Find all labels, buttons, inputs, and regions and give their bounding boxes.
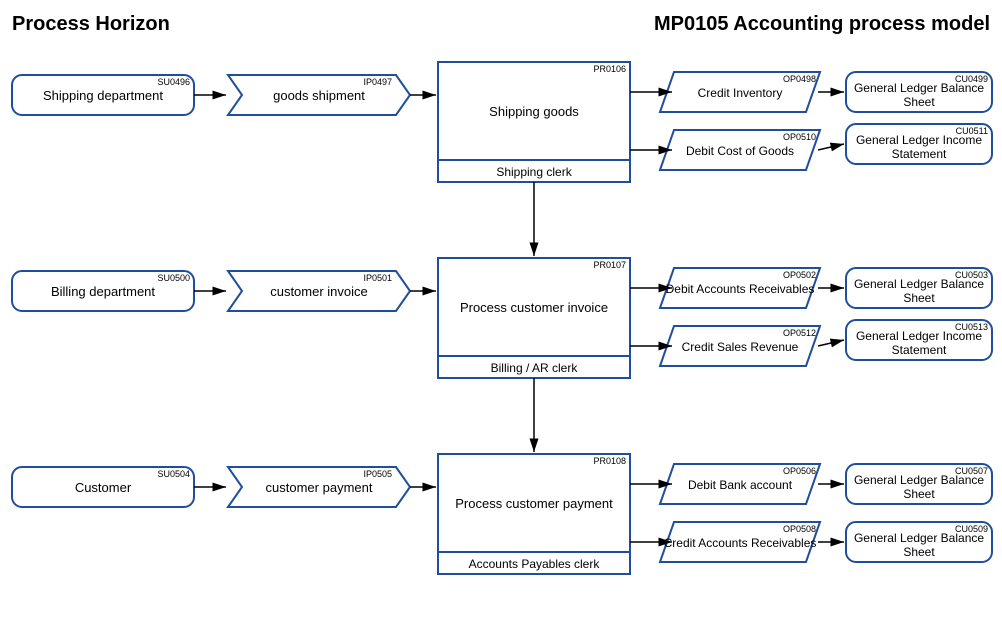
op-code-1-0: OP0502 <box>783 270 816 280</box>
header-right: MP0105 Accounting process model <box>654 13 990 35</box>
pr-role-2: Accounts Payables clerk <box>469 557 601 571</box>
op-label-1-0: Debit Accounts Receivables <box>666 282 815 296</box>
op-label-0-1: Debit Cost of Goods <box>686 144 794 158</box>
su-code-0: SU0496 <box>157 77 190 87</box>
op-code-0-0: OP0498 <box>783 74 816 84</box>
op-label-2-0: Debit Bank account <box>688 478 793 492</box>
op-label-2-1: Credit Accounts Receivables <box>664 536 817 550</box>
su-label-1: Billing department <box>51 284 155 299</box>
pr-box-2 <box>438 454 630 574</box>
pr-code-1: PR0107 <box>593 260 626 270</box>
op-label-1-1: Credit Sales Revenue <box>682 340 799 354</box>
su-label-2: Customer <box>75 480 132 495</box>
cu-label-2-0: General Ledger BalanceSheet <box>854 473 984 501</box>
ip-label-2: customer payment <box>266 480 373 495</box>
su-code-1: SU0500 <box>157 273 190 283</box>
pr-code-0: PR0106 <box>593 64 626 74</box>
header-left: Process Horizon <box>12 13 170 35</box>
pr-box-1 <box>438 258 630 378</box>
pr-role-0: Shipping clerk <box>496 165 572 179</box>
su-code-2: SU0504 <box>157 469 190 479</box>
arrow-op-cu-0-1 <box>818 144 844 150</box>
op-label-0-0: Credit Inventory <box>698 86 783 100</box>
pr-box-0 <box>438 62 630 182</box>
op-code-1-1: OP0512 <box>783 328 816 338</box>
cu-label-0-1: General Ledger IncomeStatement <box>856 133 982 161</box>
cu-label-0-0: General Ledger BalanceSheet <box>854 81 984 109</box>
pr-label-1: Process customer invoice <box>460 300 608 315</box>
su-label-0: Shipping department <box>43 88 163 103</box>
pr-role-1: Billing / AR clerk <box>491 361 579 375</box>
pr-code-2: PR0108 <box>593 456 626 466</box>
pr-label-2: Process customer payment <box>455 496 613 511</box>
arrow-op-cu-1-1 <box>818 340 844 346</box>
cu-label-1-0: General Ledger BalanceSheet <box>854 277 984 305</box>
cu-label-2-1: General Ledger BalanceSheet <box>854 531 984 559</box>
ip-code-0: IP0497 <box>363 77 392 87</box>
pr-label-0: Shipping goods <box>489 104 579 119</box>
ip-label-0: goods shipment <box>273 88 365 103</box>
op-code-2-0: OP0506 <box>783 466 816 476</box>
op-code-0-1: OP0510 <box>783 132 816 142</box>
ip-code-1: IP0501 <box>363 273 392 283</box>
cu-label-1-1: General Ledger IncomeStatement <box>856 329 982 357</box>
ip-code-2: IP0505 <box>363 469 392 479</box>
ip-label-1: customer invoice <box>270 284 368 299</box>
op-code-2-1: OP0508 <box>783 524 816 534</box>
